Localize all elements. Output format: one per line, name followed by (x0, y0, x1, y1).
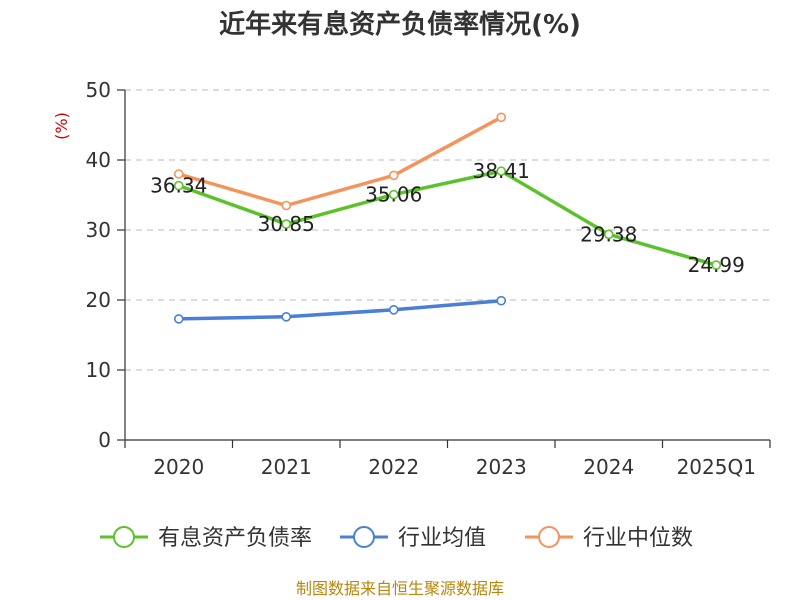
legend-label: 行业中位数 (583, 526, 693, 551)
data-point (173, 314, 184, 324)
data-point (173, 180, 184, 191)
x-tick-label: 2025Q1 (677, 455, 756, 479)
series-line-0 (178, 169, 717, 267)
x-tick-label: 2021 (261, 455, 312, 479)
data-point (281, 219, 292, 229)
legend-marker (538, 526, 560, 548)
data-point (388, 170, 399, 181)
y-tick-label: 0 (98, 428, 111, 452)
data-point (496, 112, 507, 123)
x-tick-label: 2023 (476, 455, 527, 479)
chart-title: 近年来有息资产负债率情况(%) (219, 9, 581, 40)
data-label: 29.38 (580, 222, 637, 246)
y-tick-label: 40 (86, 148, 111, 172)
series-line-1 (178, 298, 502, 321)
y-tick-label: 10 (86, 358, 111, 382)
data-point (496, 166, 507, 176)
data-point (173, 169, 184, 179)
legend-marker (353, 526, 375, 548)
data-label: 24.99 (688, 253, 745, 277)
y-axis-label: (%) (52, 112, 71, 140)
y-tick-label: 30 (86, 218, 111, 242)
data-point (711, 260, 722, 270)
data-label: 30.85 (258, 212, 315, 236)
legend-label: 行业均值 (398, 526, 486, 551)
data-label: 35.06 (365, 183, 422, 207)
data-point (388, 304, 399, 315)
x-tick-label: 2020 (153, 455, 204, 479)
data-label: 36.34 (150, 174, 207, 198)
legend-label: 有息资产负债率 (158, 526, 312, 551)
data-point (281, 311, 292, 322)
data-labels: 36.34 30.85 35.06 38.41 29.38 24.99 (150, 159, 745, 277)
data-point (603, 229, 614, 240)
x-tick-label: 2022 (368, 455, 419, 479)
data-label: 38.41 (473, 159, 530, 183)
y-tick-label: 50 (86, 78, 111, 102)
legend-marker (113, 526, 135, 548)
data-point (496, 295, 507, 306)
data-point (281, 200, 292, 211)
y-tick-label: 20 (86, 288, 111, 312)
data-point (388, 189, 399, 200)
series-group (173, 112, 722, 324)
axes: 0 10 20 30 40 50 2020 2021 2022 2023 2024 2025Q1 (86, 78, 771, 479)
legend: 有息资产负债率 行业均值 行业中位数 (100, 526, 693, 551)
series-line-2 (178, 115, 503, 208)
source-note: 制图数据来自恒生聚源数据库 (296, 579, 504, 598)
x-tick-label: 2024 (583, 455, 634, 479)
gridlines (125, 89, 770, 371)
